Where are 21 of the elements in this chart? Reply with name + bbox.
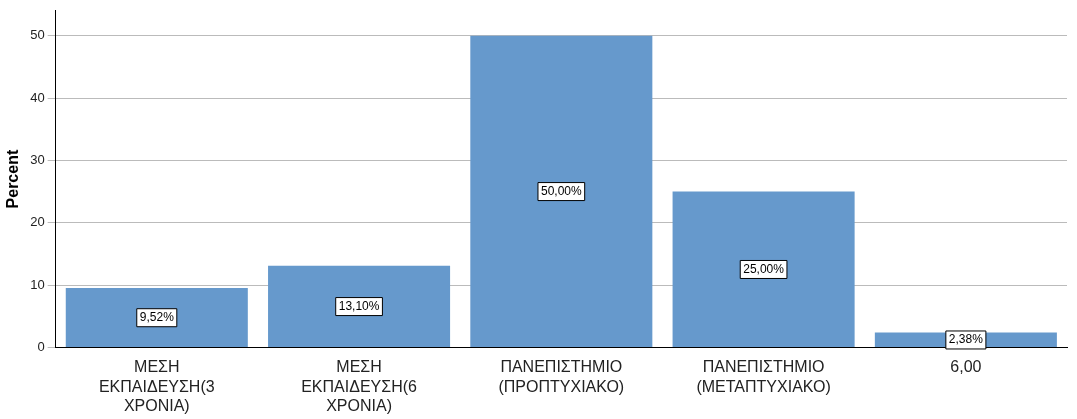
y-tick-label: 40	[30, 89, 45, 105]
data-label: 13,10%	[338, 298, 380, 313]
data-label: 25,00%	[743, 261, 785, 276]
x-tick-label: ΜΕΣΗ ΕΚΠΑΙΔΕΥΣΗ(3 ΧΡΟΝΙΑ)	[98, 358, 215, 414]
bar	[672, 191, 855, 347]
x-tick-label: ΠΑΝΕΠΙΣΤΗΜΙΟ (ΠΡΟΠΤΥΧΙΑΚΟ)	[498, 358, 625, 395]
x-tick-label: ΜΕΣΗ ΕΚΠΑΙΔΕΥΣΗ(6 ΧΡΟΝΙΑ)	[301, 358, 418, 414]
y-tick-label: 10	[30, 276, 45, 292]
x-tick-label: 6,00	[950, 358, 982, 376]
bar	[268, 265, 451, 347]
x-tick-label: ΠΑΝΕΠΙΣΤΗΜΙΟ (ΜΕΤΑΠΤΥΧΙΑΚΟ)	[696, 358, 831, 395]
data-label: 9,52%	[139, 310, 175, 325]
y-tick-label: 30	[30, 151, 45, 167]
bar	[65, 288, 248, 347]
y-tick-label: 0	[37, 338, 45, 354]
y-tick-label: 20	[30, 214, 45, 230]
y-axis-title: Percent	[4, 149, 22, 209]
y-tick-label: 50	[30, 27, 45, 43]
data-label: 2,38%	[948, 332, 984, 347]
data-label: 50,00%	[540, 183, 583, 198]
bar	[470, 35, 653, 347]
